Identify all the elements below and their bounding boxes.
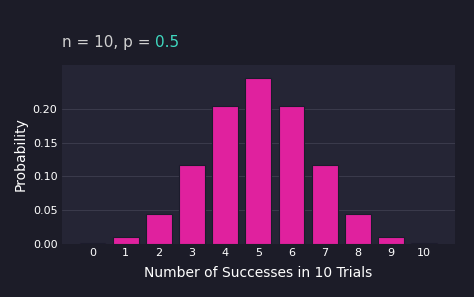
Bar <box>378 237 404 244</box>
X-axis label: Number of Successes in 10 Trials: Number of Successes in 10 Trials <box>144 266 373 280</box>
Bar <box>345 214 371 244</box>
Bar <box>212 106 238 244</box>
Bar <box>113 237 138 244</box>
Bar <box>312 165 337 244</box>
Text: 0.5: 0.5 <box>155 35 179 50</box>
Bar <box>80 243 105 244</box>
Text: n = 10, p =: n = 10, p = <box>62 35 155 50</box>
Bar <box>246 78 271 244</box>
Bar <box>146 214 172 244</box>
Bar <box>279 106 304 244</box>
Bar <box>411 243 437 244</box>
Y-axis label: Probability: Probability <box>13 118 27 191</box>
Bar <box>179 165 205 244</box>
